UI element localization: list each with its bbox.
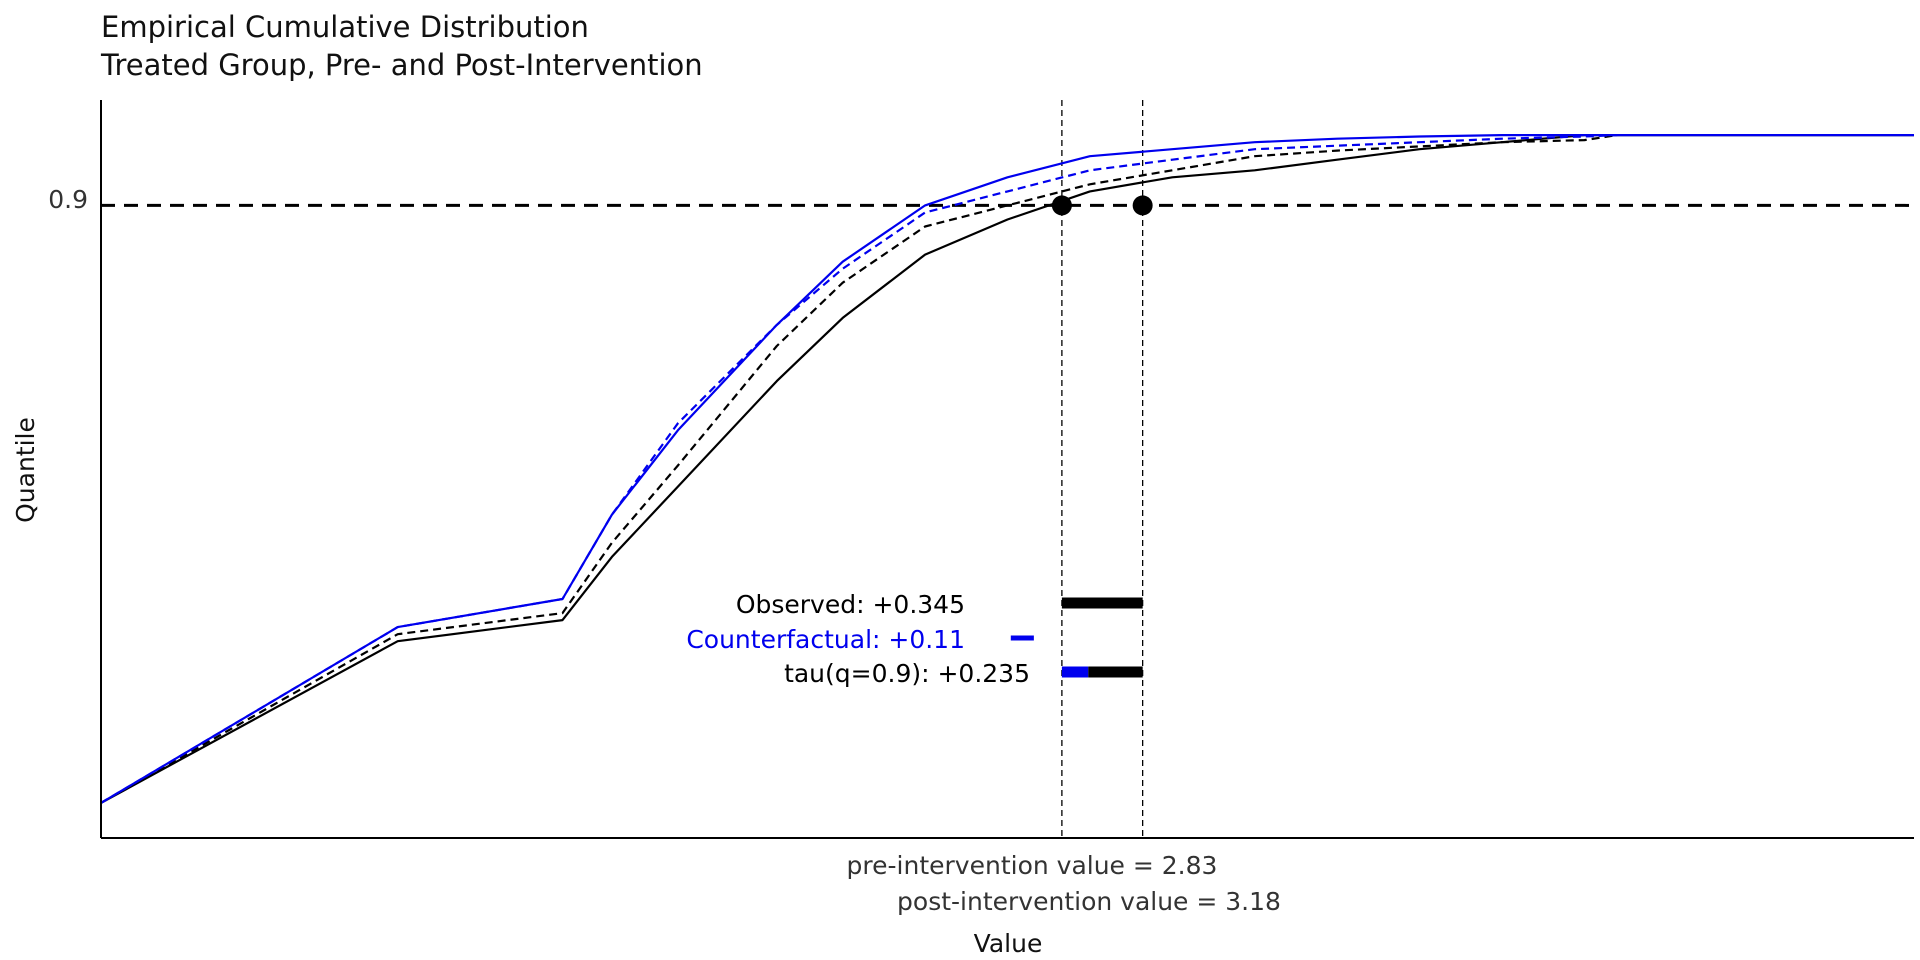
ecdf-series-0 <box>100 134 1914 804</box>
legend-tau: tau(q=0.9): +0.235 <box>784 659 1030 688</box>
ecdf-series-1 <box>100 134 1618 804</box>
legend-observed: Observed: +0.345 <box>736 590 965 619</box>
x-axis-title: Value <box>974 929 1043 958</box>
chart-subtitle: Treated Group, Pre- and Post-Interventio… <box>100 48 703 82</box>
quantile-marker-1 <box>1132 195 1153 216</box>
quantile-marker-0 <box>1051 195 1072 216</box>
pre-intervention-label: pre-intervention value = 2.83 <box>847 851 1218 880</box>
post-intervention-label: post-intervention value = 3.18 <box>897 887 1281 916</box>
legend-counterfactual: Counterfactual: +0.11 <box>686 625 965 654</box>
chart-title: Empirical Cumulative Distribution <box>101 10 589 44</box>
ecdf-series-2 <box>100 134 1618 804</box>
plot-area <box>100 100 1914 838</box>
ecdf-series-3 <box>100 134 1914 804</box>
y-axis-title: Quantile <box>11 417 40 523</box>
y-tick-label-0.9: 0.9 <box>48 185 88 214</box>
